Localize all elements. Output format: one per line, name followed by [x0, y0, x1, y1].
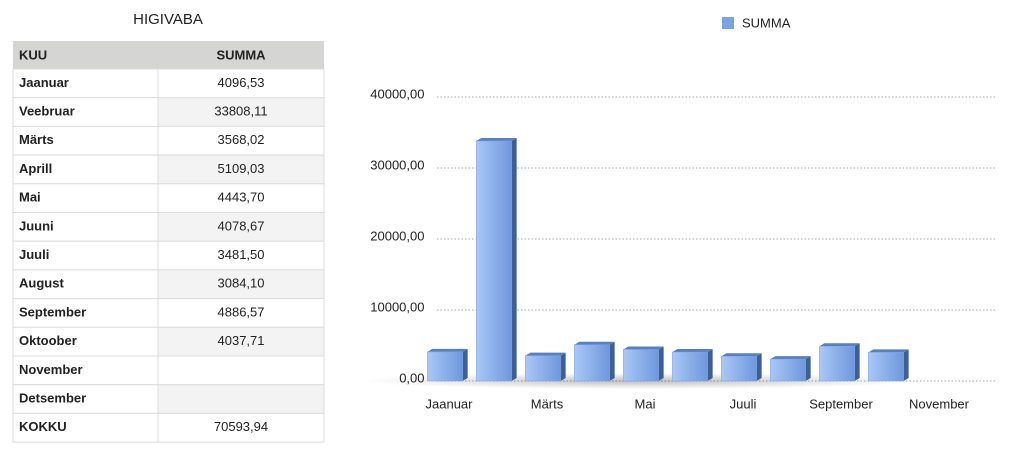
month-label: Mai	[19, 190, 41, 205]
sum-value: 70593,94	[214, 419, 268, 434]
table-cell	[12, 412, 159, 443]
table-cell	[157, 240, 325, 271]
sum-value: 3084,10	[218, 276, 265, 291]
bar-side	[903, 349, 909, 381]
sum-value: 4443,70	[218, 190, 265, 205]
x-tick-label: November	[909, 396, 970, 411]
bar-side	[756, 353, 762, 381]
table-cell	[12, 298, 159, 328]
table-cell	[157, 412, 325, 443]
table-cell	[12, 355, 159, 386]
bar	[623, 349, 659, 382]
bar	[868, 352, 904, 382]
month-label: Aprill	[19, 161, 52, 176]
bar	[721, 356, 757, 382]
sum-value: 33808,11	[214, 103, 267, 118]
table-cell	[157, 298, 325, 328]
sum-value: 4886,57	[218, 304, 265, 319]
bar-top	[672, 349, 713, 353]
bar	[525, 355, 561, 382]
sum-value: 5109,03	[218, 161, 265, 176]
table-cell	[157, 212, 325, 242]
month-label: Veebruar	[19, 103, 75, 118]
x-tick-label: Juuli	[730, 396, 757, 411]
table-cell	[157, 269, 325, 300]
x-tick-label: Märts	[531, 396, 564, 411]
bar-top	[770, 356, 811, 360]
table-cell	[157, 355, 325, 386]
month-label: Juuli	[19, 247, 49, 262]
bar-side	[707, 349, 713, 381]
bar-top	[574, 341, 615, 345]
sum-value: 4037,71	[218, 333, 265, 348]
table-cell	[157, 154, 325, 185]
bar-top	[623, 346, 664, 350]
table-header: SUMMA	[216, 47, 266, 62]
bar-top	[868, 349, 909, 353]
table-header: KUU	[19, 47, 47, 62]
bar-side	[560, 352, 566, 381]
table-cell	[157, 183, 325, 214]
table-cell	[157, 125, 325, 156]
table-cell	[157, 68, 325, 99]
sum-value: 4078,67	[218, 218, 265, 233]
legend-label: SUMMA	[742, 15, 791, 30]
bar-side	[609, 341, 615, 381]
table-cell	[157, 97, 325, 127]
y-tick-label: 30000,00	[370, 157, 424, 172]
bar	[476, 140, 512, 382]
bar-side	[805, 356, 811, 381]
month-label: August	[19, 276, 64, 291]
month-label: September	[19, 304, 86, 319]
table-cell	[157, 384, 325, 414]
table-header-bg	[13, 41, 324, 69]
bar-top	[525, 352, 566, 356]
table-cell	[12, 326, 159, 357]
table-cell	[12, 384, 159, 414]
bar	[770, 358, 806, 382]
y-tick-label: 10000,00	[370, 299, 424, 314]
x-tick-label: Jaanuar	[426, 396, 474, 411]
x-tick-label: September	[809, 396, 873, 411]
bar-top	[721, 353, 762, 357]
bar-side	[511, 137, 517, 381]
bar	[672, 351, 708, 382]
month-label: Juuni	[19, 218, 54, 233]
table-cell	[12, 68, 159, 99]
table-cell	[157, 326, 325, 357]
month-label: KOKKU	[19, 419, 67, 434]
table-title: HIGIVABA	[133, 11, 203, 28]
month-label: Märts	[19, 132, 54, 147]
legend-swatch	[722, 17, 734, 29]
bar	[819, 346, 855, 382]
y-tick-label: 40000,00	[370, 86, 424, 101]
month-label: Detsember	[19, 390, 86, 405]
bar-top	[427, 348, 468, 352]
bar-top	[819, 343, 860, 347]
table-cell	[12, 97, 159, 127]
x-tick-label: Mai	[635, 396, 656, 411]
bar	[574, 344, 610, 382]
y-tick-label: 20000,00	[370, 228, 424, 243]
month-label: November	[19, 362, 83, 377]
bar-side	[658, 346, 664, 381]
month-label: Oktoober	[19, 333, 77, 348]
bar-side	[854, 343, 860, 381]
sum-value: 3568,02	[218, 132, 265, 147]
sum-value: 4096,53	[218, 75, 265, 90]
sum-value: 3481,50	[218, 247, 265, 262]
month-label: Jaanuar	[19, 75, 69, 90]
bar	[427, 351, 463, 382]
bar-side	[462, 348, 468, 381]
bar-top	[476, 137, 517, 141]
